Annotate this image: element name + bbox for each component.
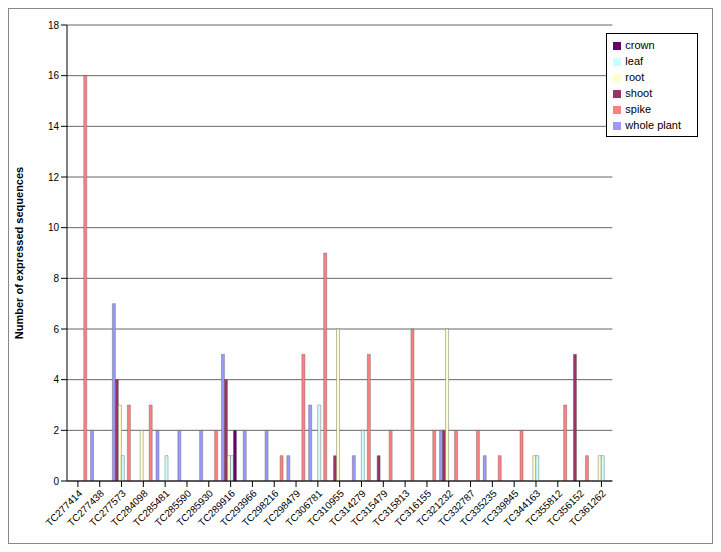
svg-text:TC293966: TC293966 [218, 487, 259, 529]
svg-text:TC335235: TC335235 [458, 487, 499, 529]
svg-text:16: 16 [48, 70, 60, 81]
svg-text:TC277573: TC277573 [87, 487, 128, 529]
svg-text:TC321232: TC321232 [414, 487, 456, 529]
svg-text:TC285590: TC285590 [152, 487, 194, 529]
svg-text:6: 6 [53, 324, 59, 335]
svg-text:18: 18 [48, 20, 60, 31]
svg-text:TC332787: TC332787 [436, 487, 477, 529]
svg-text:12: 12 [48, 172, 60, 183]
html-text:spike: spike [625, 103, 651, 115]
svg-text:TC277438: TC277438 [65, 487, 107, 529]
svg-text:TC361262: TC361262 [567, 487, 608, 528]
svg-text:TC310955: TC310955 [305, 487, 347, 529]
svg-text:TC356152: TC356152 [545, 487, 587, 529]
svg-text:TC315813: TC315813 [370, 487, 412, 529]
svg-text:TC316155: TC316155 [392, 487, 434, 529]
svg-text:TC289916: TC289916 [196, 487, 237, 529]
svg-text:TC314279: TC314279 [327, 487, 368, 529]
svg-text:0: 0 [53, 476, 59, 487]
svg-text:TC298479: TC298479 [261, 487, 303, 529]
svg-text:TC339845: TC339845 [479, 487, 521, 529]
svg-text:TC344163: TC344163 [501, 487, 543, 529]
html-text:root: root [625, 71, 645, 83]
html-text:shoot: shoot [625, 87, 653, 99]
svg-text:TC298216: TC298216 [239, 487, 281, 529]
svg-text:TC306781: TC306781 [283, 487, 325, 529]
html-text:whole plant: whole plant [625, 119, 681, 131]
svg-text:2: 2 [53, 425, 59, 436]
svg-text:Number of expressed sequences: Number of expressed sequences [13, 167, 25, 339]
svg-text:TC315479: TC315479 [348, 487, 390, 529]
svg-text:10: 10 [48, 222, 60, 233]
html-text:crown: crown [625, 39, 655, 51]
svg-text:8: 8 [53, 273, 59, 284]
svg-text:TC284098: TC284098 [109, 487, 150, 529]
svg-text:TC285481: TC285481 [130, 487, 172, 529]
svg-text:TC355812: TC355812 [523, 487, 565, 529]
svg-text:4: 4 [53, 374, 59, 385]
svg-text:TC277414: TC277414 [43, 487, 85, 529]
svg-text:TC285930: TC285930 [174, 487, 216, 529]
html-text:leaf: leaf [625, 55, 644, 67]
svg-text:14: 14 [48, 121, 60, 132]
